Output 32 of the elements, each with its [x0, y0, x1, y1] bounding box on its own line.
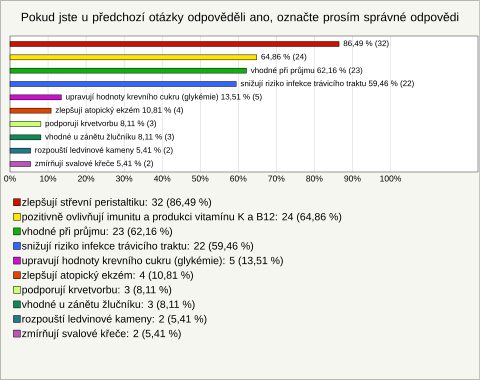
- legend-label: pozitivně ovlivňují imunitu a produkci vitamínu K a B12: 24 (64,86 %): [22, 212, 342, 222]
- legend-label: snižují riziko infekce trávicího traktu: 22 (59,46 %): [22, 242, 254, 252]
- x-tick-label: 100%: [380, 176, 402, 182]
- x-tick-label: 60%: [230, 176, 246, 182]
- legend-label: vhodné u zánětu žlučníku: 3 (8,11 %): [22, 300, 195, 310]
- data-label: podporují krvetvorbu 8,11 % (3): [46, 120, 156, 128]
- legend-label: zlepšují atopický ekzém: 4 (10,81 %): [22, 270, 193, 281]
- x-tick-label: 70%: [268, 176, 285, 182]
- legend-label: vhodné při průjmu: 23 (62,16 %): [22, 226, 172, 238]
- data-label: 86,49 % (32): [344, 40, 389, 48]
- data-label: zmírňují svalové křeče 5,41 % (2): [35, 160, 153, 168]
- x-tick-label: 0%: [4, 176, 16, 182]
- legend-label: podporují krvetvorbu: 3 (8,11 %): [22, 286, 172, 296]
- x-tick-label: 40%: [154, 176, 170, 182]
- data-label: upravují hodnoty krevního cukru (glykémie) 13,51 % (5): [66, 94, 262, 102]
- data-label: vhodné u zánětu žlučníku 8,11 % (3): [45, 134, 174, 142]
- legend-label: zlepšují střevní peristaltiku: 32 (86,49 %): [22, 198, 212, 208]
- data-label: zlepšují atopický ekzém 10,81 % (4): [56, 106, 183, 114]
- legend-label: upravují hodnoty krevního cukru (glykémie): 5 (13,51 %): [22, 256, 283, 266]
- x-tick-label: 30%: [116, 176, 132, 182]
- legend-label: rozpouští ledvinové kameny: 2 (5,41 %): [22, 314, 206, 325]
- chart-title: Pokud jste u předchozí otázky odpověděli ano, označte prosím správné odpovědi: [22, 12, 458, 24]
- x-tick-label: 20%: [78, 176, 94, 182]
- x-tick-label: 90%: [344, 176, 361, 182]
- data-label: rozpouští ledvinové kameny 5,41 % (2): [35, 146, 173, 154]
- x-tick-label: 80%: [306, 176, 323, 182]
- legend-label: zmírňují svalové křeče: 2 (5,41 %): [22, 329, 181, 340]
- data-label: snižují riziko infekce trávicího traktu 59,46 % (22): [240, 80, 414, 88]
- data-label: 64,86 % (24): [261, 54, 306, 62]
- x-tick-label: 50%: [192, 176, 208, 182]
- x-tick-label: 10%: [40, 176, 56, 182]
- data-label: vhodné při průjmu 62,16 % (23): [250, 66, 362, 75]
